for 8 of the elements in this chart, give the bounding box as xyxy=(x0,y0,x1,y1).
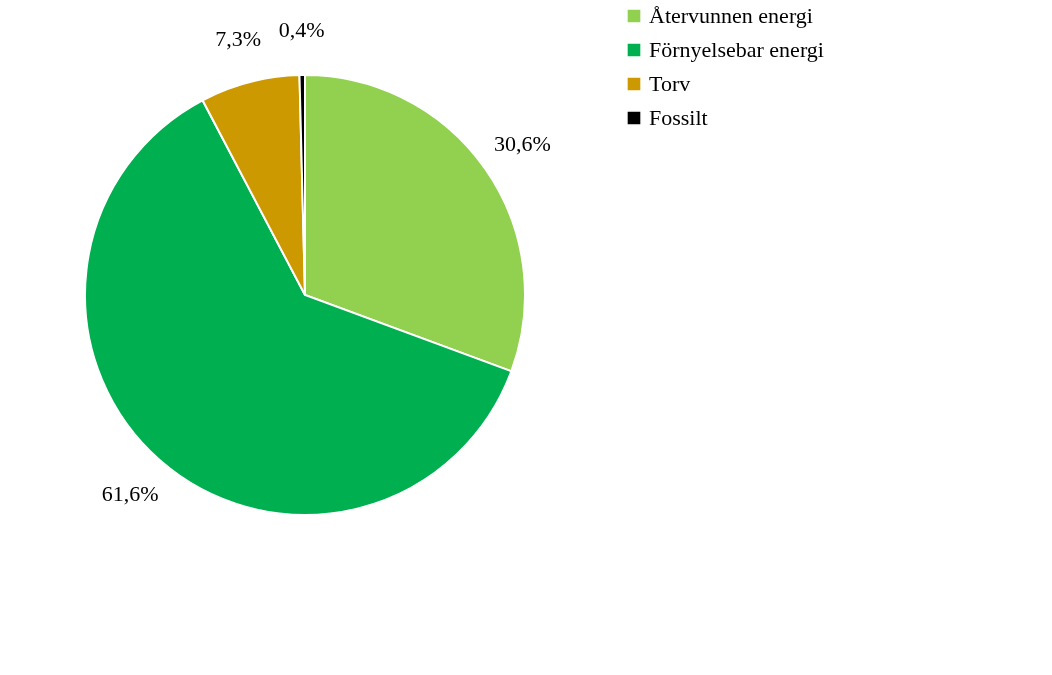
legend-label: Fossilt xyxy=(649,105,708,130)
legend-label: Torv xyxy=(649,71,691,96)
data-label: 7,3% xyxy=(215,25,262,51)
legend-label: Återvunnen energi xyxy=(649,3,813,28)
legend-label: Förnyelsebar energi xyxy=(649,37,824,62)
data-label: 0,4% xyxy=(278,17,325,43)
data-label: 30,6% xyxy=(494,130,551,156)
data-label: 61,6% xyxy=(101,481,159,507)
